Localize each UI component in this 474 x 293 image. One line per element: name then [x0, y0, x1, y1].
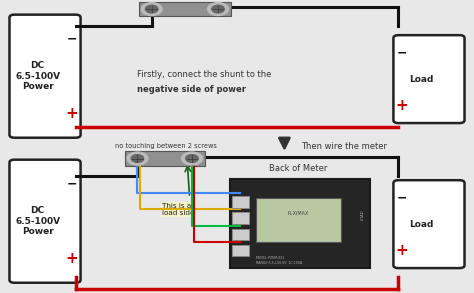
- Text: +: +: [66, 106, 78, 121]
- Text: +: +: [66, 251, 78, 266]
- Text: Back of Meter: Back of Meter: [269, 164, 328, 173]
- Text: Then wire the meter: Then wire the meter: [301, 142, 387, 151]
- Bar: [230, 179, 370, 268]
- Bar: [125, 151, 205, 166]
- Bar: [256, 198, 341, 242]
- Text: −: −: [397, 191, 407, 205]
- Text: MODEL:PZEM-031
RANGE:6.5-100.0V  1C:100A: MODEL:PZEM-031 RANGE:6.5-100.0V 1C:100A: [256, 256, 302, 265]
- FancyBboxPatch shape: [9, 160, 81, 283]
- FancyBboxPatch shape: [393, 35, 465, 123]
- FancyBboxPatch shape: [9, 15, 81, 138]
- Text: Load: Load: [410, 75, 434, 84]
- Circle shape: [141, 3, 162, 16]
- Text: Firstly, connect the shunt to the: Firstly, connect the shunt to the: [137, 70, 272, 79]
- Circle shape: [131, 155, 144, 162]
- Circle shape: [212, 5, 224, 13]
- Text: negative side of power: negative side of power: [137, 85, 246, 94]
- Circle shape: [127, 152, 148, 165]
- Text: LOAD: LOAD: [361, 209, 365, 220]
- Bar: [232, 245, 249, 256]
- Circle shape: [208, 3, 228, 16]
- Bar: [232, 212, 249, 224]
- Text: −: −: [67, 177, 77, 190]
- FancyBboxPatch shape: [393, 180, 465, 268]
- Circle shape: [146, 5, 158, 13]
- Bar: [232, 196, 249, 208]
- Text: +: +: [396, 243, 408, 258]
- Text: This is at
load side: This is at load side: [162, 203, 194, 216]
- Text: no touching between 2 screws: no touching between 2 screws: [115, 144, 217, 149]
- Text: DC
6.5-100V
Power: DC 6.5-100V Power: [15, 61, 60, 91]
- Text: −: −: [67, 32, 77, 45]
- Text: PLXiMAX: PLXiMAX: [288, 211, 310, 217]
- Bar: [139, 2, 231, 16]
- Circle shape: [186, 155, 198, 162]
- Text: Load: Load: [410, 220, 434, 229]
- Text: +: +: [396, 98, 408, 113]
- Bar: [232, 229, 249, 240]
- Text: −: −: [397, 46, 407, 59]
- Text: DC
6.5-100V
Power: DC 6.5-100V Power: [15, 206, 60, 236]
- Circle shape: [182, 152, 202, 165]
